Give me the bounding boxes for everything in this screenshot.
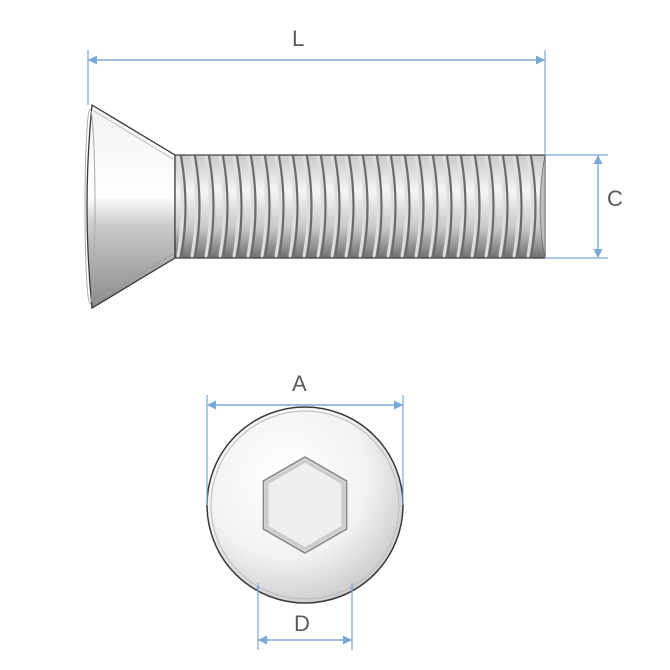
dim-label-C: C	[607, 186, 623, 212]
technical-drawing-svg	[0, 0, 670, 670]
dim-label-L: L	[292, 26, 304, 52]
dim-label-D: D	[294, 611, 310, 637]
dim-label-A: A	[292, 371, 307, 397]
diagram-stage: L C A D	[0, 0, 670, 670]
